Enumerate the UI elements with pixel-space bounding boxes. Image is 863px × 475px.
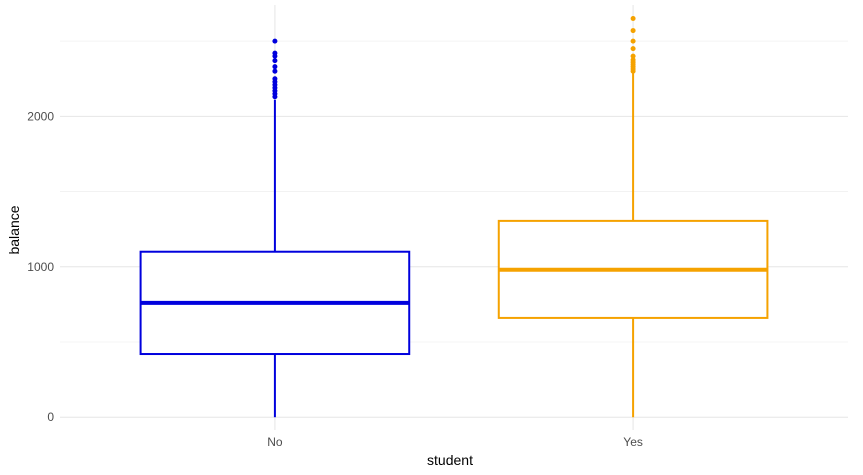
x-tick-label: No [267, 435, 283, 449]
y-tick-label: 2000 [27, 109, 54, 123]
x-axis-title: student [427, 452, 473, 468]
outlier-point [630, 38, 636, 44]
outlier-point [272, 68, 278, 74]
box-yes [497, 16, 769, 418]
grid-lines [60, 5, 848, 430]
outlier-point [272, 50, 278, 56]
y-tick-label: 0 [47, 410, 54, 424]
y-axis-title: balance [6, 205, 22, 254]
x-axis-ticks: No Yes [267, 435, 643, 449]
outlier-point [272, 58, 278, 64]
box-no [139, 38, 411, 418]
outlier-point [630, 16, 636, 22]
box-series [139, 16, 769, 418]
outlier-point [630, 53, 636, 59]
outlier-point [630, 46, 636, 52]
x-tick-label: Yes [623, 435, 643, 449]
outlier-point [272, 76, 278, 82]
outlier-point [630, 57, 636, 63]
outlier-point [272, 64, 278, 70]
outlier-point [272, 38, 278, 44]
y-tick-label: 1000 [27, 260, 54, 274]
y-axis-ticks: 0 1000 2000 [27, 109, 54, 424]
outlier-point [630, 28, 636, 34]
